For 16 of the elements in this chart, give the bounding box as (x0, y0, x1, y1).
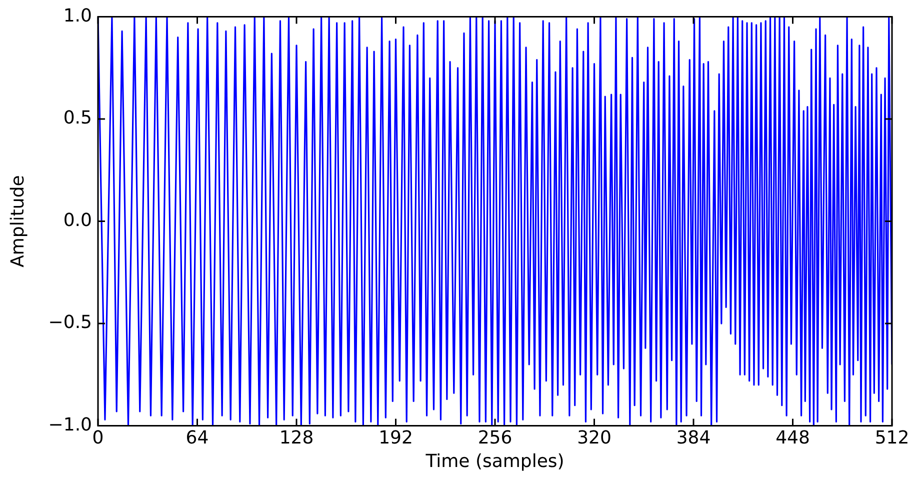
x-tick-label: 192 (378, 427, 413, 448)
x-axis-title: Time (samples) (424, 450, 564, 472)
y-tick-label: 0.5 (63, 108, 92, 129)
x-tick-label: 128 (279, 427, 314, 448)
x-tick-label: 512 (874, 427, 910, 448)
x-tick-label: 256 (478, 427, 512, 448)
x-tick-label: 0 (92, 427, 104, 448)
x-tick-label: 448 (776, 427, 810, 448)
x-tick-label: 384 (676, 427, 711, 448)
y-axis-title: Amplitude (7, 175, 28, 268)
x-tick-label: 320 (577, 427, 612, 448)
y-tick-label: −0.5 (48, 312, 92, 334)
y-tick-label: 1.0 (63, 5, 92, 26)
x-tick-label: 64 (186, 427, 209, 448)
y-tick-label: 0.0 (63, 210, 92, 231)
y-tick-label: −1.0 (48, 414, 92, 436)
